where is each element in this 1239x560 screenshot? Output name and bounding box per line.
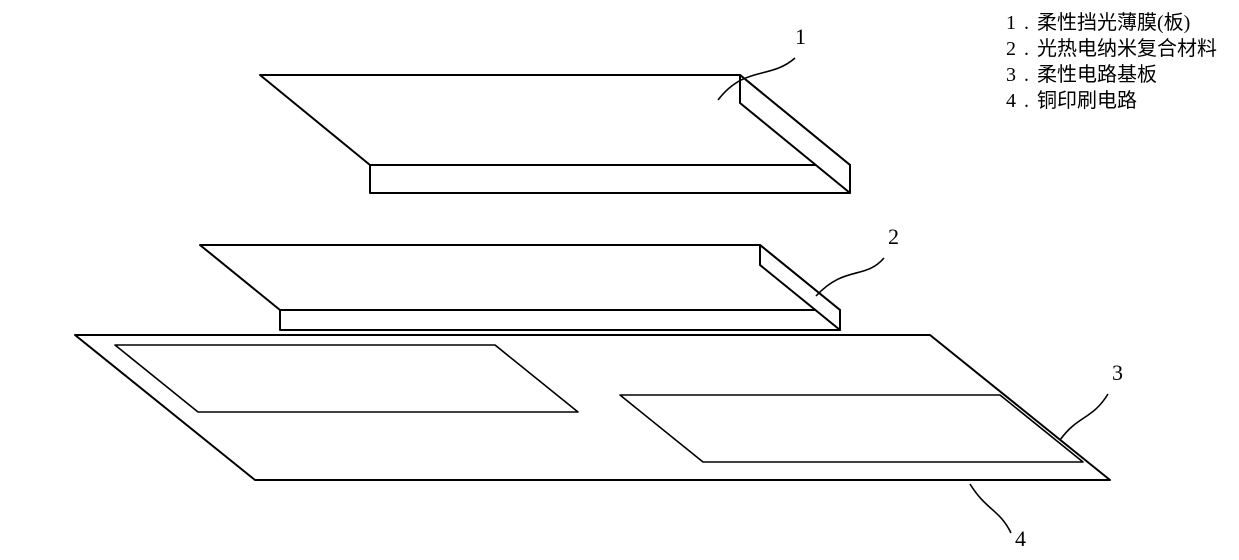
legend-label: 柔性挡光薄膜(板) — [1033, 10, 1221, 36]
callout-number: 2 — [888, 224, 899, 249]
nanocomposite-layer — [200, 245, 840, 330]
legend-row: 4.铜印刷电路 — [1002, 88, 1221, 114]
legend-num: 3 — [1002, 62, 1020, 88]
legend-num: 1 — [1002, 10, 1020, 36]
legend-row: 3.柔性电路基板 — [1002, 62, 1221, 88]
callout-leader — [1060, 394, 1108, 440]
legend-row: 1.柔性挡光薄膜(板) — [1002, 10, 1221, 36]
callout-leader — [970, 484, 1011, 533]
callout-number: 1 — [795, 24, 806, 49]
callout-number: 4 — [1015, 526, 1026, 551]
legend-num: 2 — [1002, 36, 1020, 62]
legend-label: 光热电纳米复合材料 — [1033, 36, 1221, 62]
legend-label: 柔性电路基板 — [1033, 62, 1221, 88]
light-blocking-film — [260, 75, 850, 193]
legend-num: 4 — [1002, 88, 1020, 114]
callout-leader — [816, 258, 884, 296]
copper-pad-right — [620, 395, 1083, 462]
callout-number: 3 — [1112, 360, 1123, 385]
legend-row: 2.光热电纳米复合材料 — [1002, 36, 1221, 62]
legend-label: 铜印刷电路 — [1033, 88, 1221, 114]
copper-pad-left — [115, 345, 578, 412]
legend-box: 1.柔性挡光薄膜(板) 2.光热电纳米复合材料 3.柔性电路基板 4.铜印刷电路 — [1002, 10, 1221, 114]
